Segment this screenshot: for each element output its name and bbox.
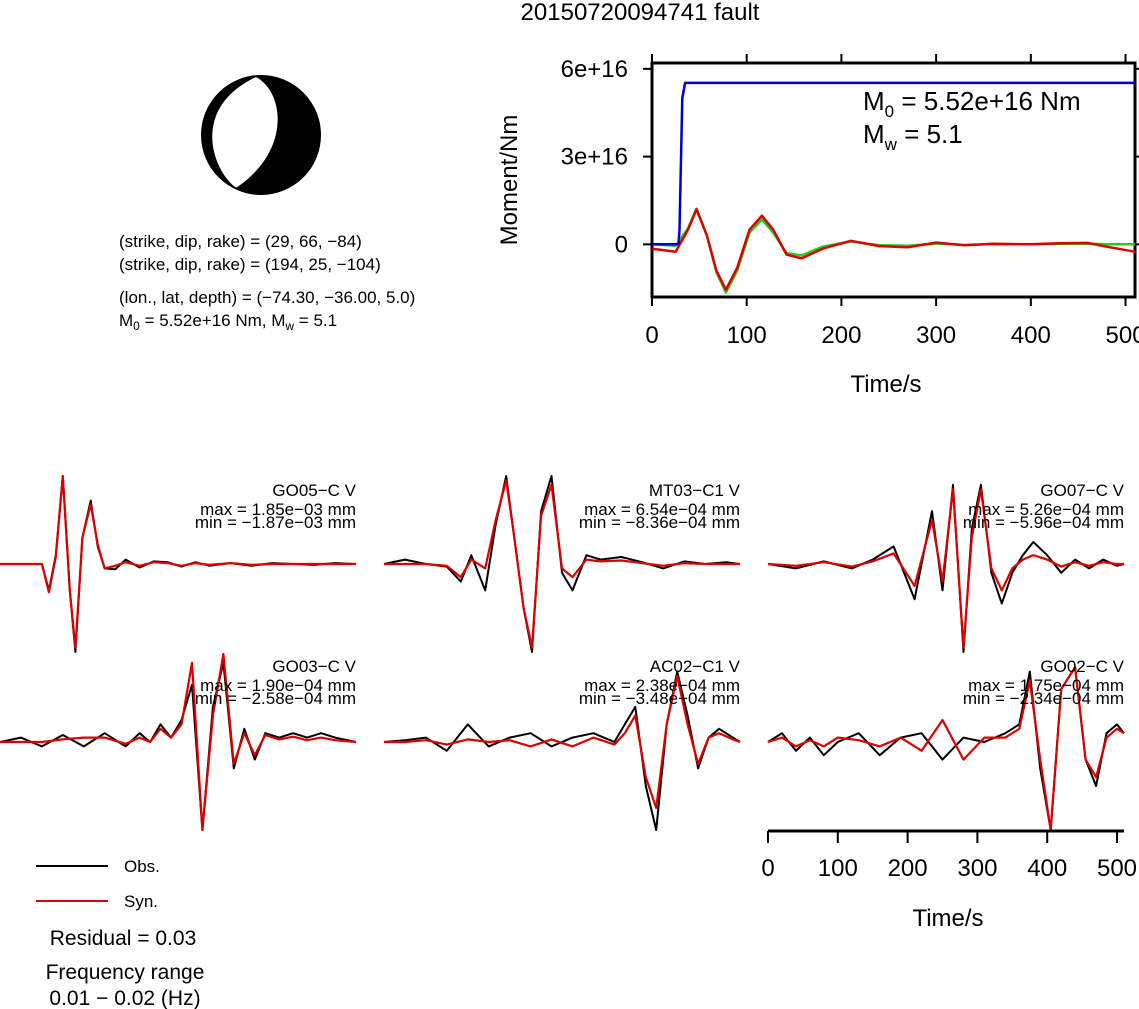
- frequency-value: 0.01 − 0.02 (Hz): [49, 987, 200, 1009]
- time-axis-tick-label: 500: [1097, 855, 1137, 882]
- cumulative-moment-line: [652, 81, 1135, 246]
- beachball-icon: [201, 75, 321, 195]
- legend: Obs. Syn. Residual = 0.03 Frequency rang…: [36, 857, 204, 1009]
- annotation-part: = 5.1: [897, 119, 963, 149]
- synthetic-trace: [767, 666, 1125, 832]
- mechanism-line-1: (strike, dip, rake) = (29, 66, −84): [119, 232, 362, 251]
- moment-annotation-m0: M0 = 5.52e+16 Nm: [863, 86, 1081, 121]
- residual-text: Residual = 0.03: [50, 927, 197, 950]
- x-tick-label: 300: [916, 322, 956, 349]
- x-axis-label: Time/s: [850, 371, 921, 398]
- legend-obs-label: Obs.: [124, 857, 160, 876]
- x-tick-label: 0: [645, 322, 658, 349]
- station-name: GO07−C V: [1040, 481, 1124, 500]
- min-amplitude-label: min = −2.58e−04 mm: [195, 689, 356, 708]
- moment-annotation-mw: Mw = 5.1: [863, 119, 963, 154]
- x-tick-label: 200: [821, 322, 861, 349]
- min-amplitude-label: min = −1.87e−03 mm: [195, 513, 356, 532]
- mechanism-line-3: (lon., lat, depth) = (−74.30, −36.00, 5.…: [119, 288, 415, 307]
- source-time-function-green: [651, 207, 1135, 294]
- max-amplitude-label: max = 2.38e−04 mm: [584, 676, 740, 695]
- mechanism-moment-line: M0 = 5.52e+16 Nm, Mw = 5.1: [119, 311, 337, 333]
- y-tick-label: 6e+16: [561, 56, 628, 83]
- annotation-part: M: [863, 119, 885, 149]
- x-tick-label: 500: [1106, 322, 1139, 349]
- mechanism-line-2: (strike, dip, rake) = (194, 25, −104): [119, 255, 381, 274]
- page-title: 20150720094741 fault: [521, 0, 760, 26]
- station-name: GO03−C V: [272, 657, 356, 676]
- source-time-function-red: [651, 208, 1136, 291]
- annotation-part: w: [884, 135, 898, 154]
- moment-plot-frame: [650, 61, 1137, 299]
- y-tick-label: 3e+16: [561, 144, 628, 171]
- max-amplitude-label: max = 1.75e−04 mm: [968, 676, 1124, 695]
- x-tick-label: 400: [1011, 322, 1051, 349]
- min-amplitude-label: min = −2.34e−04 mm: [963, 689, 1124, 708]
- min-amplitude-label: min = −5.96e−04 mm: [963, 513, 1124, 532]
- min-amplitude-label: min = −3.48e−04 mm: [579, 689, 740, 708]
- synthetic-trace: [0, 474, 356, 649]
- max-amplitude-label: max = 6.54e−04 mm: [584, 500, 740, 519]
- time-axis-label: Time/s: [912, 905, 983, 932]
- x-tick-label: 100: [727, 322, 767, 349]
- mechanism-info: (strike, dip, rake) = (29, 66, −84) (str…: [119, 232, 415, 333]
- moment-rate-chart: 0 3e+16 6e+16 0 100 200 300 400 500 Time/s Moment/…: [496, 54, 1139, 398]
- max-amplitude-label: max = 1.85e−03 mm: [200, 500, 356, 519]
- y-tick-label: 0: [615, 231, 628, 258]
- time-axis-tick-label: 400: [1027, 855, 1067, 882]
- y-axis-label: Moment/Nm: [496, 115, 523, 246]
- synthetic-trace: [767, 488, 1124, 649]
- station-name: AC02−C1 V: [650, 657, 741, 676]
- observed-trace: [383, 670, 741, 831]
- observed-trace: [767, 483, 1125, 653]
- station-name: GO02−C V: [1040, 657, 1124, 676]
- time-axis-tick-label: 100: [818, 855, 858, 882]
- max-amplitude-label: max = 5.26e−04 mm: [968, 500, 1124, 519]
- annotation-part: = 5.52e+16 Nm: [894, 86, 1080, 116]
- time-axis-tick-label: 200: [888, 855, 928, 882]
- min-amplitude-label: min = −8.36e−04 mm: [579, 513, 740, 532]
- synthetic-trace: [0, 652, 357, 832]
- annotation-part: M: [863, 86, 885, 116]
- max-amplitude-label: max = 1.90e−04 mm: [200, 676, 356, 695]
- time-axis-tick-label: 300: [957, 855, 997, 882]
- frequency-label: Frequency range: [46, 961, 205, 984]
- synthetic-trace: [384, 479, 740, 649]
- observed-trace: [383, 475, 741, 653]
- time-axis-tick-label: 0: [761, 855, 774, 882]
- synthetic-trace: [384, 674, 741, 810]
- station-name: GO05−C V: [272, 481, 356, 500]
- station-name: MT03−C1 V: [649, 481, 741, 500]
- legend-syn-label: Syn.: [124, 892, 158, 911]
- annotation-part: 0: [885, 102, 894, 121]
